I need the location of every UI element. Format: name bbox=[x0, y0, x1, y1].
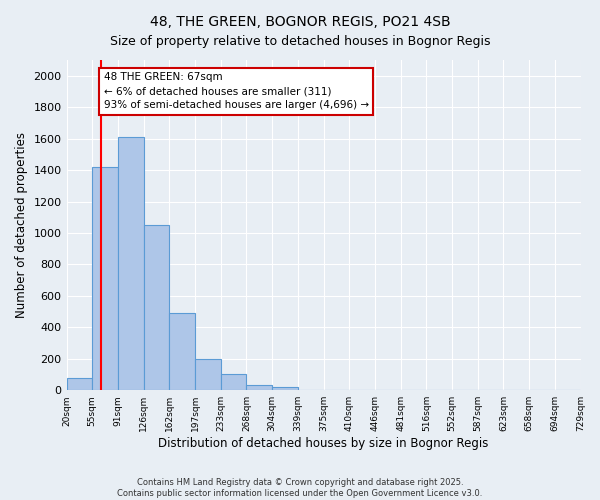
Bar bbox=[247, 384, 272, 390]
Y-axis label: Number of detached properties: Number of detached properties bbox=[15, 132, 28, 318]
Bar bbox=[221, 374, 247, 390]
Bar bbox=[195, 359, 221, 390]
Bar bbox=[67, 378, 92, 390]
X-axis label: Distribution of detached houses by size in Bognor Regis: Distribution of detached houses by size … bbox=[158, 437, 489, 450]
Text: 48, THE GREEN, BOGNOR REGIS, PO21 4SB: 48, THE GREEN, BOGNOR REGIS, PO21 4SB bbox=[149, 15, 451, 29]
Bar bbox=[92, 167, 118, 390]
Text: Contains HM Land Registry data © Crown copyright and database right 2025.
Contai: Contains HM Land Registry data © Crown c… bbox=[118, 478, 482, 498]
Text: Size of property relative to detached houses in Bognor Regis: Size of property relative to detached ho… bbox=[110, 35, 490, 48]
Bar bbox=[169, 313, 195, 390]
Bar bbox=[118, 137, 143, 390]
Bar bbox=[272, 387, 298, 390]
Bar bbox=[143, 225, 169, 390]
Text: 48 THE GREEN: 67sqm
← 6% of detached houses are smaller (311)
93% of semi-detach: 48 THE GREEN: 67sqm ← 6% of detached hou… bbox=[104, 72, 368, 110]
